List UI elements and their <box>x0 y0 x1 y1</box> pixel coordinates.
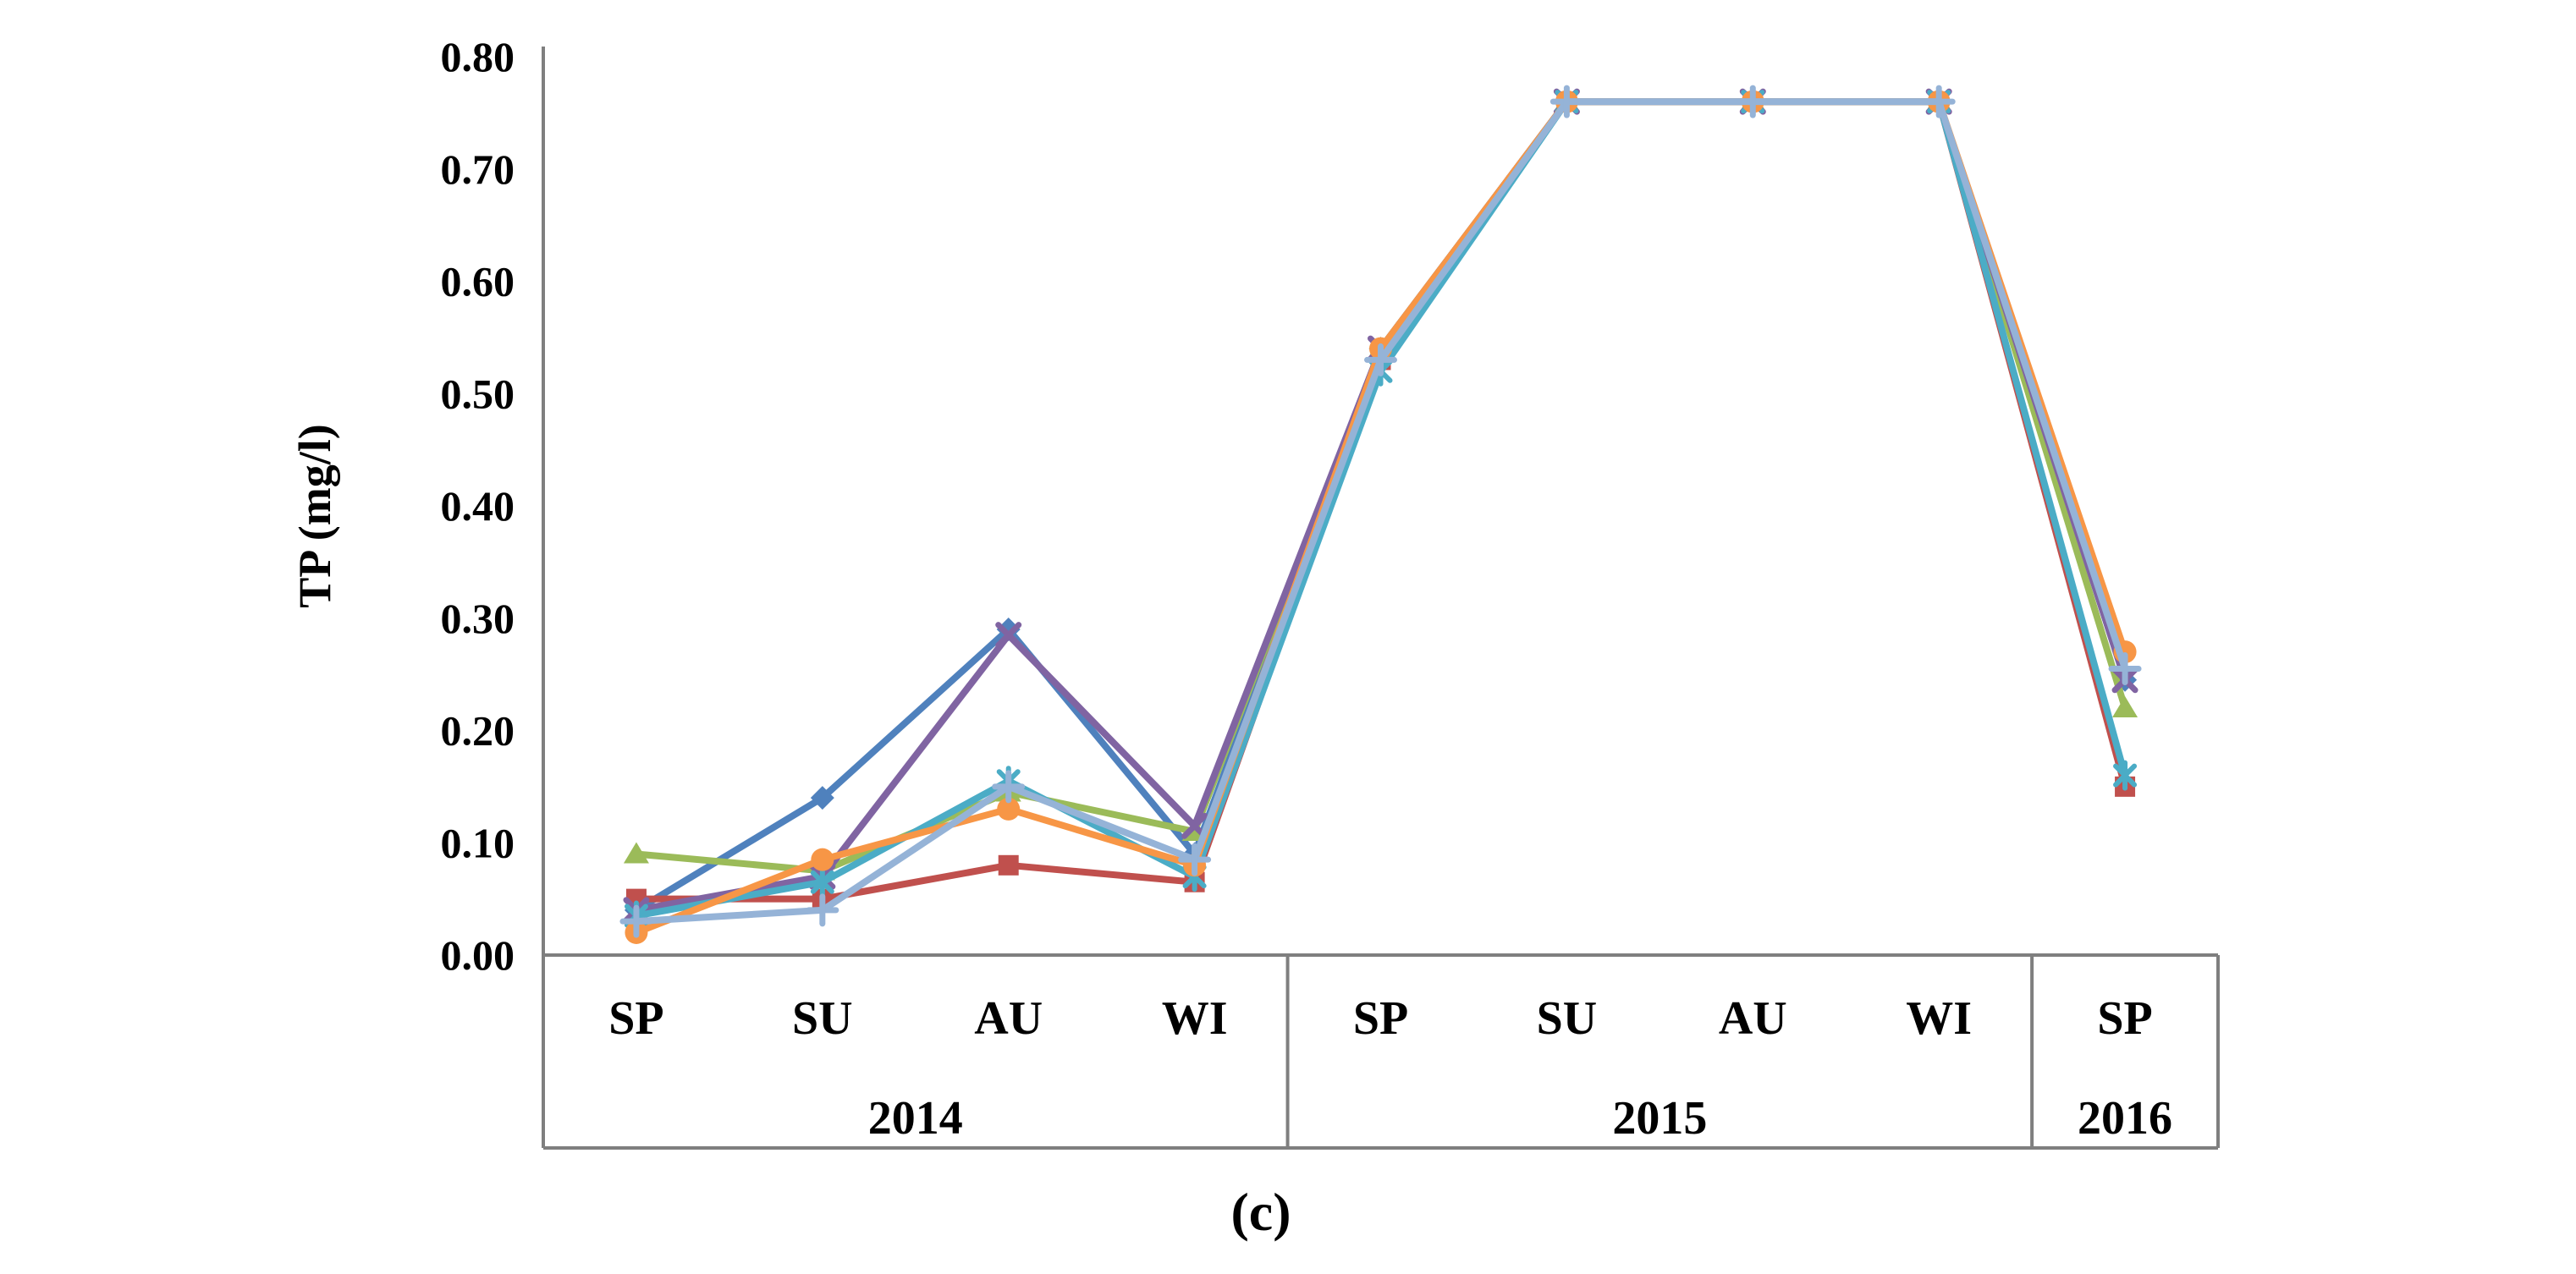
series-line-series-2-red-square <box>632 98 2129 903</box>
data-point-marker-square <box>998 854 1019 876</box>
series-line-series-6-orange-circle <box>632 98 2129 936</box>
data-point-marker-plus <box>806 893 839 927</box>
y-tick-label: 0.60 <box>441 258 515 305</box>
y-tick-label: 0.10 <box>441 819 515 866</box>
data-point-marker-diamond <box>996 618 1021 642</box>
data-point-marker-diamond <box>810 786 834 810</box>
series-line-series-3-green-triangle <box>632 98 2129 875</box>
year-label: 2014 <box>868 1092 963 1145</box>
data-point-marker-plus <box>1178 843 1212 876</box>
data-point-marker-plus <box>619 904 653 938</box>
series-line-series-1-blue-diamond <box>632 98 2129 914</box>
season-label: SP <box>1353 992 1408 1045</box>
season-label: WI <box>1906 992 1972 1045</box>
season-label: AU <box>1719 992 1787 1045</box>
data-point-marker-asterisk <box>810 866 834 898</box>
data-point-marker-triangle-up <box>2112 695 2138 717</box>
year-label: 2016 <box>2078 1092 2172 1145</box>
season-label: WI <box>1162 992 1228 1045</box>
data-point-marker-plus <box>1736 85 1770 118</box>
season-label: AU <box>974 992 1043 1045</box>
data-point-marker-plus <box>2108 651 2142 685</box>
data-point-marker-plus <box>992 770 1026 804</box>
season-label: SU <box>1537 992 1598 1045</box>
y-tick-label: 0.20 <box>441 707 515 755</box>
season-label: SP <box>608 992 663 1045</box>
data-point-marker-plus <box>1549 85 1583 118</box>
data-point-marker-circle <box>997 797 1021 821</box>
data-point-marker-circle <box>811 848 834 871</box>
data-point-marker-x <box>995 622 1022 649</box>
season-label: SP <box>2097 992 2152 1045</box>
series-line-series-4-purple-x <box>632 98 2129 914</box>
figure-caption: (c) <box>1230 1182 1291 1242</box>
y-tick-label: 0.40 <box>441 482 515 530</box>
y-axis-title: TP (mg/l) <box>289 424 340 607</box>
y-tick-label: 0.80 <box>441 33 515 80</box>
year-label: 2015 <box>1612 1092 1707 1145</box>
data-point-marker-plus <box>1922 85 1956 118</box>
season-label: SU <box>792 992 853 1045</box>
series-line-series-7-lightblue-plus <box>632 98 2129 925</box>
data-point-marker-asterisk <box>2113 760 2138 791</box>
data-point-marker-triangle-up <box>623 842 649 864</box>
data-point-marker-plus <box>1364 343 1397 376</box>
y-tick-label: 0.00 <box>441 931 515 979</box>
series-line-series-5-teal-asterisk <box>632 98 2129 920</box>
y-tick-label: 0.50 <box>441 370 515 417</box>
y-tick-label: 0.30 <box>441 595 515 642</box>
y-tick-label: 0.70 <box>441 146 515 193</box>
